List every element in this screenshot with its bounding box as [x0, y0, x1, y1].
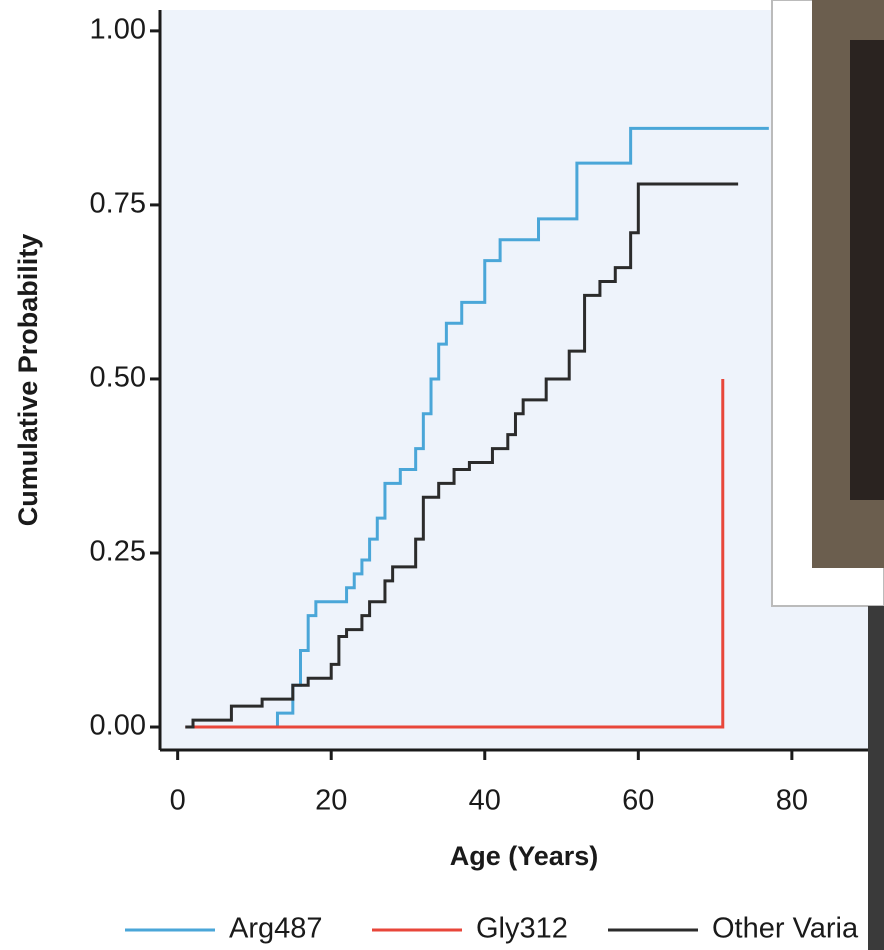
y-tick-label: 0.00: [90, 710, 146, 742]
plot-background: [160, 10, 884, 750]
x-tick-label: 0: [170, 785, 186, 817]
y-tick-label: 0.75: [90, 188, 146, 220]
x-tick-label: 60: [622, 785, 654, 817]
photo-edge: [868, 606, 884, 950]
legend-label: Arg487: [229, 913, 323, 945]
step-line: [185, 182, 739, 729]
y-tick-label: 0.50: [90, 362, 146, 394]
step-line: [185, 378, 725, 729]
y-axis-title: Cumulative Probability: [13, 234, 43, 527]
x-tick-label: 20: [315, 785, 347, 817]
step-line: [269, 126, 769, 729]
y-tick-label: 0.25: [90, 536, 146, 568]
legend-label: Other Varia: [712, 913, 859, 945]
photo-inset: [771, 0, 884, 950]
photo-figure: [850, 40, 884, 500]
x-tick-label: 80: [776, 785, 808, 817]
plot-area: [185, 126, 769, 729]
y-tick-label: 1.00: [90, 14, 146, 46]
x-tick-label: 40: [469, 785, 501, 817]
x-axis-title: Age (Years): [450, 841, 599, 871]
legend-label: Gly312: [476, 913, 568, 945]
